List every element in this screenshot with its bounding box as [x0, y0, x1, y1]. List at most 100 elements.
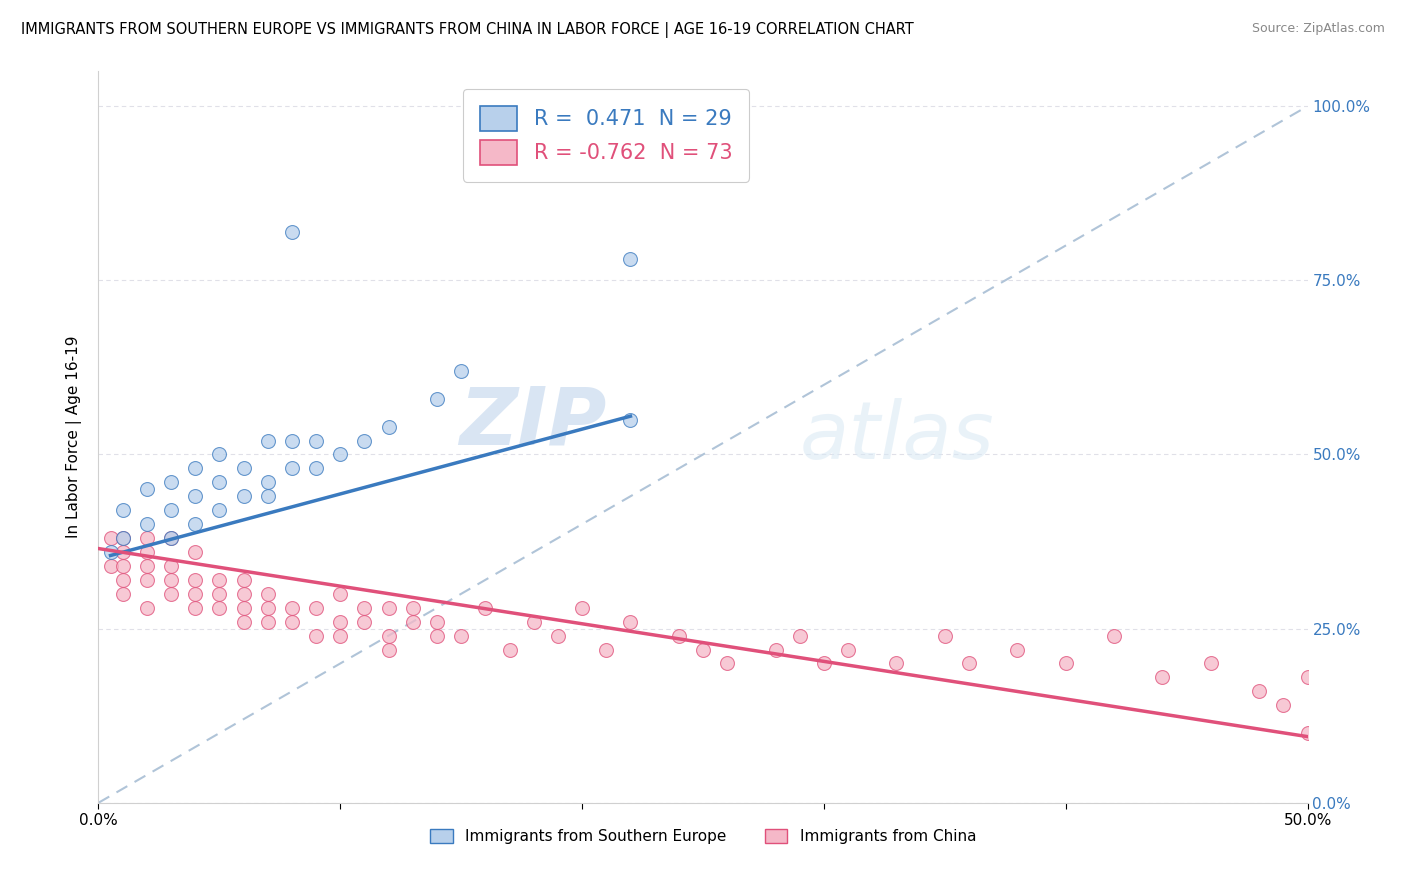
Point	[111, 587, 134, 601]
Point	[1007, 642, 1029, 657]
Point	[135, 517, 157, 532]
Text: ZIP: ZIP	[458, 384, 606, 461]
Point	[111, 503, 134, 517]
Point	[184, 545, 207, 559]
Point	[281, 434, 304, 448]
Point	[111, 531, 134, 545]
Text: Source: ZipAtlas.com: Source: ZipAtlas.com	[1251, 22, 1385, 36]
Point	[789, 629, 811, 643]
Point	[184, 489, 207, 503]
Point	[377, 419, 399, 434]
Point	[619, 412, 641, 426]
Point	[111, 531, 134, 545]
Point	[523, 615, 546, 629]
Point	[934, 629, 956, 643]
Point	[184, 517, 207, 532]
Point	[353, 615, 375, 629]
Point	[765, 642, 787, 657]
Point	[256, 434, 278, 448]
Point	[1054, 657, 1077, 671]
Point	[256, 615, 278, 629]
Point	[184, 587, 207, 601]
Point	[1296, 726, 1319, 740]
Point	[353, 434, 375, 448]
Point	[256, 587, 278, 601]
Text: atlas: atlas	[800, 398, 994, 476]
Point	[160, 558, 183, 573]
Point	[184, 600, 207, 615]
Point	[837, 642, 859, 657]
Point	[232, 600, 254, 615]
Point	[232, 461, 254, 475]
Point	[426, 392, 449, 406]
Point	[619, 615, 641, 629]
Point	[111, 558, 134, 573]
Point	[813, 657, 835, 671]
Point	[281, 225, 304, 239]
Point	[100, 531, 122, 545]
Point	[160, 475, 183, 490]
Point	[135, 558, 157, 573]
Point	[232, 587, 254, 601]
Point	[571, 600, 593, 615]
Point	[886, 657, 908, 671]
Point	[474, 600, 496, 615]
Point	[160, 573, 183, 587]
Point	[256, 489, 278, 503]
Point	[232, 615, 254, 629]
Point	[184, 573, 207, 587]
Point	[402, 600, 425, 615]
Point	[305, 629, 328, 643]
Point	[135, 600, 157, 615]
Point	[377, 642, 399, 657]
Point	[160, 587, 183, 601]
Point	[232, 573, 254, 587]
Point	[716, 657, 738, 671]
Point	[1296, 670, 1319, 684]
Point	[619, 252, 641, 267]
Point	[100, 558, 122, 573]
Y-axis label: In Labor Force | Age 16-19: In Labor Force | Age 16-19	[66, 335, 83, 539]
Point	[208, 475, 231, 490]
Point	[281, 600, 304, 615]
Point	[135, 545, 157, 559]
Point	[160, 531, 183, 545]
Point	[1152, 670, 1174, 684]
Point	[668, 629, 690, 643]
Point	[111, 573, 134, 587]
Point	[1249, 684, 1271, 698]
Point	[450, 629, 472, 643]
Point	[305, 600, 328, 615]
Point	[498, 642, 520, 657]
Point	[135, 483, 157, 497]
Point	[160, 531, 183, 545]
Point	[595, 642, 617, 657]
Point	[305, 461, 328, 475]
Point	[305, 434, 328, 448]
Point	[256, 475, 278, 490]
Point	[353, 600, 375, 615]
Point	[232, 489, 254, 503]
Point	[111, 545, 134, 559]
Text: IMMIGRANTS FROM SOUTHERN EUROPE VS IMMIGRANTS FROM CHINA IN LABOR FORCE | AGE 16: IMMIGRANTS FROM SOUTHERN EUROPE VS IMMIG…	[21, 22, 914, 38]
Point	[208, 587, 231, 601]
Point	[208, 600, 231, 615]
Point	[329, 615, 352, 629]
Point	[377, 629, 399, 643]
Point	[329, 448, 352, 462]
Point	[1272, 698, 1295, 713]
Point	[402, 615, 425, 629]
Point	[329, 587, 352, 601]
Point	[426, 629, 449, 643]
Point	[135, 531, 157, 545]
Point	[1199, 657, 1222, 671]
Point	[281, 461, 304, 475]
Point	[208, 448, 231, 462]
Point	[184, 461, 207, 475]
Point	[547, 629, 569, 643]
Point	[957, 657, 980, 671]
Point	[329, 629, 352, 643]
Legend: Immigrants from Southern Europe, Immigrants from China: Immigrants from Southern Europe, Immigra…	[423, 822, 983, 850]
Point	[208, 503, 231, 517]
Point	[1102, 629, 1125, 643]
